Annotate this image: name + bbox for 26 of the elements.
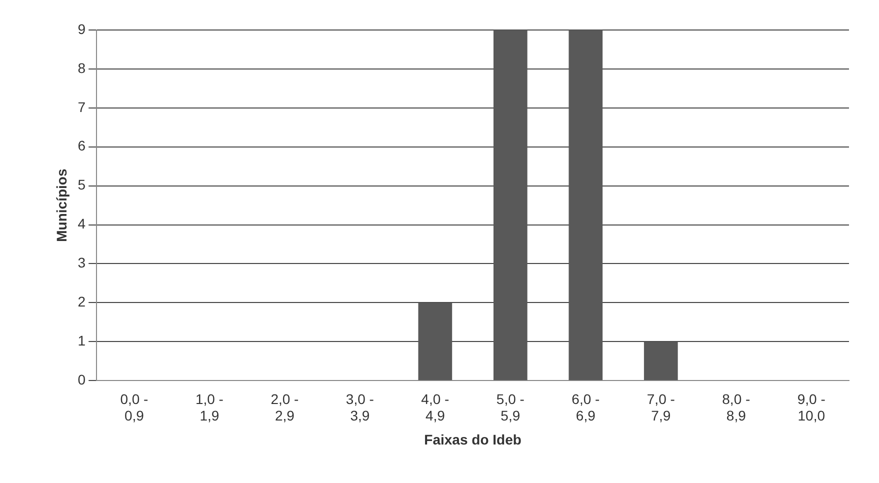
bar: [644, 342, 678, 380]
x-tick-label: 7,0 - 7,9: [646, 390, 676, 424]
bar: [493, 30, 528, 380]
x-tick-label: 0,0 - 0,9: [120, 390, 149, 424]
y-tick-label: 8: [78, 60, 86, 76]
y-tick-label: 6: [78, 138, 86, 154]
bar: [418, 302, 452, 380]
y-tick-label: 5: [78, 176, 86, 193]
y-tick-label: 0: [78, 371, 86, 388]
x-tick-label: 9,0 - 10,0: [797, 390, 826, 424]
y-axis-title: Municípios: [53, 168, 70, 242]
y-tick-label: 4: [78, 216, 86, 232]
x-tick-label: 4,0 - 4,9: [421, 390, 450, 424]
x-tick-label: 3,0 - 3,9: [346, 390, 374, 424]
x-tick-label: 8,0 - 8,9: [722, 390, 750, 424]
y-tick-label: 2: [78, 294, 86, 310]
x-axis-title: Faixas do Ideb: [424, 431, 522, 448]
x-tick-label: 6,0 - 6,9: [572, 390, 600, 424]
y-tick-label: 1: [78, 332, 86, 349]
y-tick-label: 3: [78, 254, 86, 271]
x-tick-label: 1,0 - 1,9: [195, 390, 224, 424]
x-tick-label: 5,0 - 5,9: [496, 390, 525, 424]
bar: [568, 30, 603, 380]
y-tick-label: 9: [78, 20, 86, 37]
y-tick-label: 7: [78, 98, 86, 115]
x-tick-label: 2,0 - 2,9: [270, 390, 300, 424]
